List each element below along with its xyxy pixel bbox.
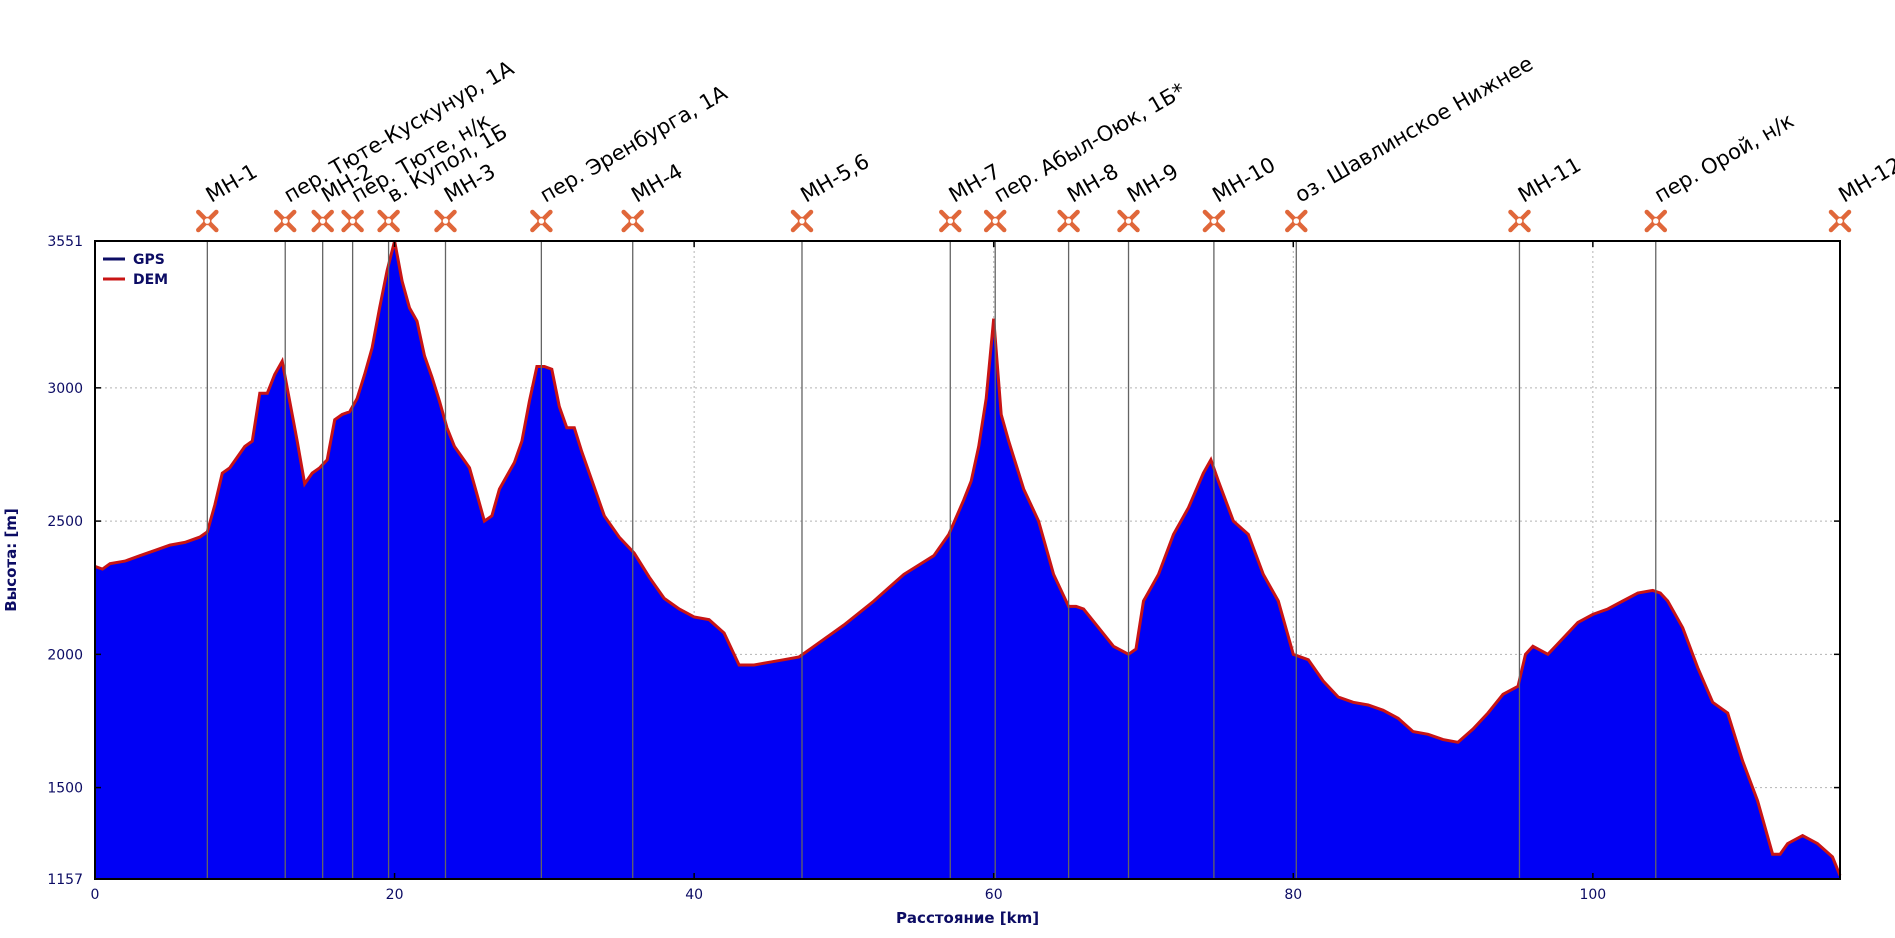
waypoint-marker-icon [434,209,457,233]
elevation-area-layer [94,240,1842,879]
waypoint-label: МН-10 [1208,152,1279,207]
waypoint-label: МН-9 [1123,159,1183,207]
marker-center [990,216,1000,226]
waypoint-label: МН-4 [627,159,687,207]
x-tick-label: 40 [685,887,703,903]
waypoint-marker-icon [1508,209,1531,233]
y-tick-label: 3551 [47,234,83,250]
marker-center [628,216,637,226]
waypoint-label: оз. Шавлинское Нижнее [1291,51,1537,207]
legend-gps-label: GPS [133,252,165,268]
marker-center [348,216,357,226]
waypoint-label: МН-1 [202,159,262,207]
x-tick-label: 60 [985,887,1003,903]
y-tick-label: 1500 [47,781,83,797]
marker-center [1124,216,1133,226]
marker-center [1209,216,1219,226]
waypoint-marker-icon [196,209,219,233]
marker-center [797,216,807,226]
plot-frame [94,240,1841,880]
marker-center [1292,216,1301,226]
legend: GPS DEM [103,252,168,288]
y-tick-label: 3000 [47,381,83,397]
waypoint-label: МН-5,6 [797,149,874,207]
waypoint-marker-icon [983,209,1007,233]
marker-center [384,216,393,226]
waypoint-marker-icon [939,209,962,233]
waypoint-marker-icon [1285,209,1308,233]
waypoint-guide-layer [206,241,1841,879]
waypoint-label: пер. Орой, н/к [1650,108,1798,207]
waypoint-marker-icon [377,209,400,233]
waypoint-marker-icon [311,209,334,233]
waypoint-marker-icon [790,209,814,233]
marker-center [1835,216,1845,226]
marker-center [1515,216,1524,226]
x-tick-label: 80 [1284,887,1302,903]
waypoint-marker-icon [1057,209,1080,233]
waypoint-marker-icon [1644,209,1668,233]
x-tick-label: 0 [91,887,100,903]
waypoint-marker-icon [273,209,297,233]
marker-center [203,216,212,226]
elevation-fill [95,241,1840,879]
marker-center [318,216,327,226]
marker-center [441,216,450,226]
y-tick-label: 2500 [47,514,83,530]
marker-center [280,216,290,226]
waypoint-marker-icon [341,209,364,233]
marker-center [946,216,955,226]
marker-center [537,216,546,226]
y-tick-label: 2000 [47,647,83,663]
tick-layer: 0 20 40 60 80 100 1157 1500 2000 2500 3000 3551 [47,234,1840,903]
marker-center [1651,216,1661,226]
x-tick-label: 100 [1579,887,1606,903]
x-tick-label: 20 [386,887,404,903]
waypoint-marker-icon [530,209,553,233]
waypoint-marker-icon [621,209,644,233]
waypoint-label: МН-11 [1514,152,1585,207]
x-axis-title: Расстояние [km] [896,909,1039,927]
waypoint-marker-icon [1117,209,1140,233]
y-axis-title: Высота: [m] [2,508,20,612]
waypoint-marker-icon [1202,209,1226,233]
legend-dem-label: DEM [133,272,168,288]
waypoint-marker-icon [1828,209,1852,233]
dem-series-line [94,240,1842,877]
waypoint-label: МН-12 [1835,152,1895,207]
y-tick-label: 1157 [47,872,83,888]
marker-center [1064,216,1073,226]
